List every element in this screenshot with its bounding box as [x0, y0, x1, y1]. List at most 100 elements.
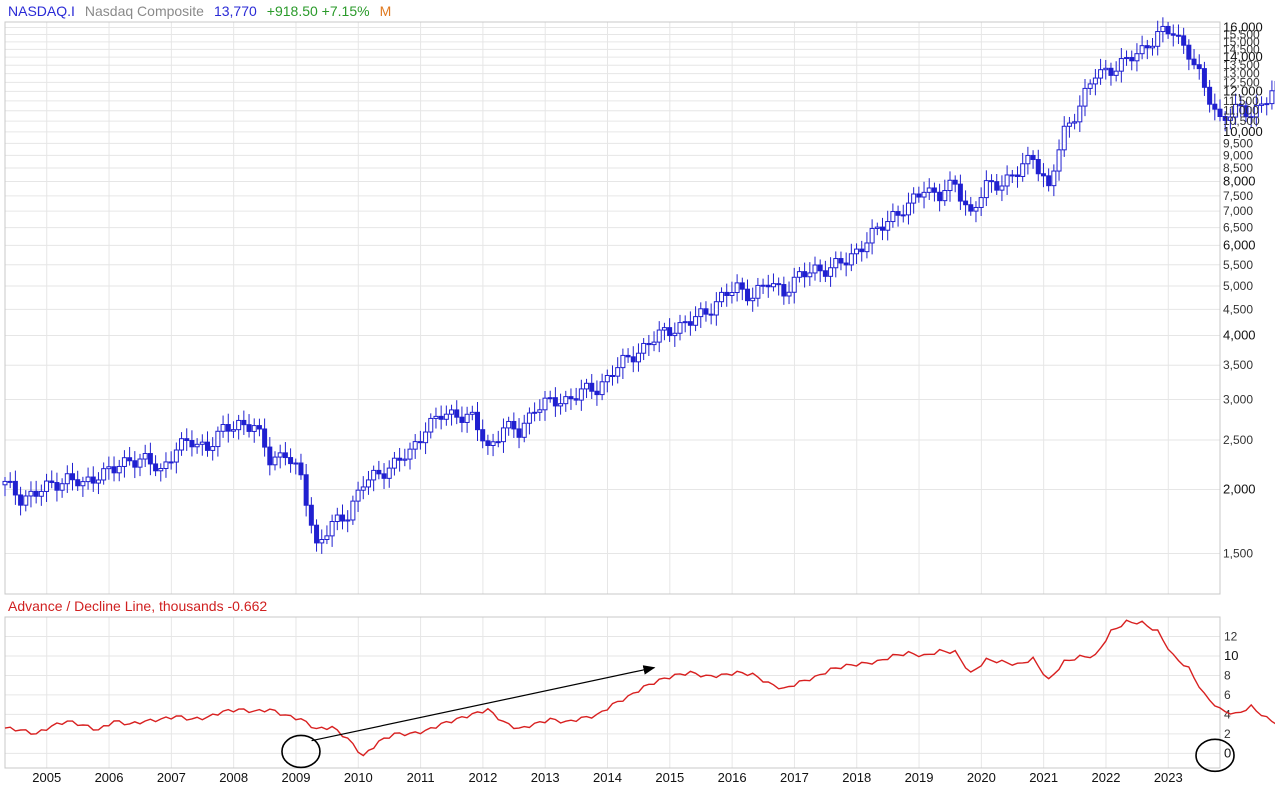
- candle-body: [241, 419, 247, 426]
- candle-body: [911, 193, 917, 204]
- candle-body: [132, 460, 138, 468]
- candle-body: [786, 291, 792, 297]
- candle-body: [573, 398, 579, 401]
- candle-body: [1108, 67, 1114, 76]
- candle-body: [765, 284, 771, 288]
- x-tick-label: 2016: [718, 770, 747, 785]
- candle-body: [49, 480, 55, 484]
- candle-body: [1124, 57, 1130, 60]
- candle-body: [828, 267, 834, 277]
- candle-body: [303, 474, 309, 506]
- x-tick-label: 2011: [407, 770, 435, 785]
- price-tick-label: 3,000: [1223, 392, 1253, 406]
- candle-body: [277, 452, 283, 458]
- candle-body: [59, 483, 65, 491]
- price-tick-label: 15,000: [1223, 35, 1260, 49]
- ad-tick-label: 10: [1224, 648, 1238, 663]
- candle-body: [615, 367, 621, 377]
- x-tick-label: 2009: [282, 770, 311, 785]
- candle-body: [376, 469, 382, 475]
- candle-body: [1248, 116, 1254, 119]
- candle-body: [682, 321, 688, 324]
- candle-body: [957, 183, 963, 202]
- candle-body: [1233, 103, 1239, 118]
- price-candles: [2, 17, 1275, 554]
- x-tick-label: 2013: [531, 770, 560, 785]
- candle-body: [973, 206, 979, 212]
- candle-body: [968, 204, 974, 212]
- candle-body: [994, 181, 1000, 191]
- candle-body: [371, 469, 377, 481]
- candle-body: [796, 271, 802, 278]
- price-tick-label: 5,000: [1223, 279, 1253, 293]
- candle-body: [563, 396, 569, 405]
- price-change: +918.50 +7.15%: [266, 3, 370, 19]
- candle-body: [428, 417, 434, 433]
- candle-body: [153, 463, 159, 472]
- candle-body: [833, 258, 839, 269]
- candle-body: [480, 429, 486, 442]
- ad-annotations: [281, 665, 1235, 773]
- candle-body: [952, 179, 958, 185]
- price-tick-label: 10,000: [1223, 124, 1263, 139]
- candle-body: [693, 316, 699, 326]
- candle-body: [713, 301, 719, 316]
- candle-body: [158, 468, 164, 472]
- candle-body: [127, 457, 133, 462]
- candle-body: [210, 446, 216, 451]
- candle-body: [661, 327, 667, 331]
- candle-body: [859, 248, 865, 253]
- candle-body: [584, 382, 590, 390]
- candle-body: [12, 480, 18, 496]
- candle-body: [532, 411, 538, 414]
- candle-body: [251, 425, 257, 432]
- candle-body: [147, 453, 153, 465]
- annotation-arrow: [311, 665, 656, 742]
- candle-body: [874, 226, 880, 229]
- price-tick-label: 13,000: [1223, 67, 1260, 81]
- candle-body: [340, 514, 345, 522]
- candle-body: [1118, 58, 1124, 72]
- candle-body: [895, 211, 901, 216]
- candle-body: [90, 476, 96, 484]
- candle-body: [900, 214, 906, 217]
- candle-body: [1072, 121, 1078, 124]
- candle-body: [1191, 58, 1197, 66]
- candle-body: [656, 329, 662, 343]
- price-tick-label: 6,000: [1223, 237, 1256, 252]
- candle-body: [121, 457, 127, 467]
- candle-body: [179, 438, 185, 451]
- candle-body: [817, 264, 823, 272]
- candle-body: [246, 424, 252, 432]
- candle-body: [635, 352, 641, 363]
- candle-body: [75, 479, 81, 487]
- candle-body: [184, 438, 190, 441]
- candle-body: [864, 242, 870, 253]
- candle-body: [1155, 31, 1161, 47]
- ad-tick-label: 8: [1224, 668, 1231, 682]
- period-selector[interactable]: M: [379, 3, 392, 19]
- candle-body: [381, 473, 387, 479]
- candle-body: [594, 390, 600, 396]
- candle-body: [807, 272, 813, 278]
- candle-body: [843, 262, 849, 266]
- candle-body: [885, 221, 891, 231]
- candle-body: [734, 282, 740, 294]
- candle-body: [500, 427, 506, 443]
- symbol-label[interactable]: NASDAQ.I: [8, 3, 75, 19]
- candle-body: [1238, 103, 1244, 107]
- candle-body: [433, 415, 439, 419]
- candle-body: [314, 524, 320, 544]
- candle-body: [838, 258, 844, 264]
- candle-body: [677, 322, 683, 334]
- candle-body: [205, 441, 210, 451]
- candle-body: [449, 409, 455, 415]
- candle-body: [760, 284, 766, 287]
- candle-body: [890, 211, 896, 223]
- x-tick-label: 2022: [1092, 770, 1121, 785]
- candle-body: [620, 354, 626, 369]
- price-tick-label: 1,500: [1223, 546, 1253, 560]
- candle-body: [729, 292, 735, 296]
- ad-tick-label: 2: [1224, 727, 1231, 741]
